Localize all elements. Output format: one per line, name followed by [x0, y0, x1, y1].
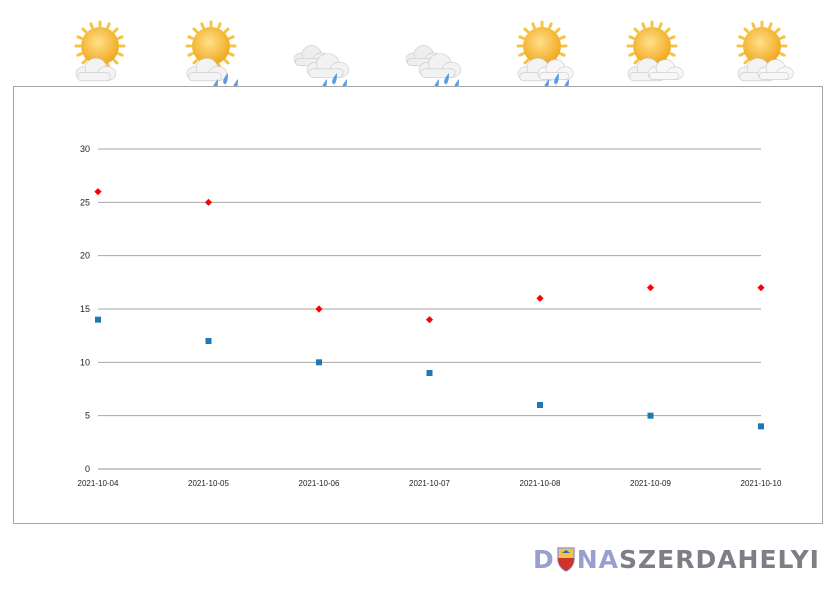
max-temp-point: [315, 305, 323, 313]
min-temp-point: [537, 402, 543, 408]
max-temp-point: [646, 284, 655, 292]
x-tick-label: 2021-10-10: [741, 479, 782, 488]
max-temp-point: [425, 316, 434, 324]
y-tick-label: 15: [80, 304, 90, 314]
logo-text-szerdahelyi: SZERDAHELYI: [618, 544, 820, 574]
x-tick-label: 2021-10-04: [78, 479, 119, 488]
x-tick-label: 2021-10-06: [299, 479, 340, 488]
y-tick-label: 30: [80, 144, 90, 154]
y-tick-label: 20: [80, 251, 90, 261]
x-tick-label: 2021-10-07: [409, 479, 450, 488]
x-tick-label: 2021-10-08: [520, 479, 561, 488]
weather-icon-row: [0, 0, 840, 100]
min-temp-point: [758, 423, 764, 430]
chart-frame: 0 5 10 15 20 25 30 2021-10-04 2021-10-05 2021-10-…: [13, 86, 823, 524]
min-temp-point: [426, 370, 433, 376]
logo-text-na: NA: [576, 544, 619, 574]
min-temp-point: [205, 338, 212, 344]
y-tick-label: 25: [80, 197, 90, 207]
shield-emblem-icon: [556, 547, 575, 572]
min-temp-point: [647, 412, 654, 419]
max-temp-point: [204, 198, 213, 206]
site-logo: D NA SZERDAHELYI: [533, 542, 820, 576]
logo-text-d: D: [532, 544, 555, 574]
sun-cloud-icon: [726, 12, 798, 98]
temperature-chart: 0 5 10 15 20 25 30 2021-10-04 2021-10-05 2021-10-…: [78, 144, 782, 488]
cloud-rain-icon: [284, 12, 356, 98]
max-temp-point: [536, 294, 544, 302]
sun-cloud-rain-icon: [175, 12, 247, 98]
min-temp-point: [95, 316, 101, 323]
y-tick-label: 5: [85, 411, 90, 421]
x-tick-label: 2021-10-05: [188, 479, 229, 488]
max-temp-point: [94, 188, 102, 196]
y-tick-label: 0: [85, 464, 90, 474]
y-tick-label: 10: [80, 357, 90, 367]
x-tick-label: 2021-10-09: [630, 479, 671, 488]
max-temp-point: [757, 284, 765, 292]
min-temp-point: [316, 359, 322, 366]
